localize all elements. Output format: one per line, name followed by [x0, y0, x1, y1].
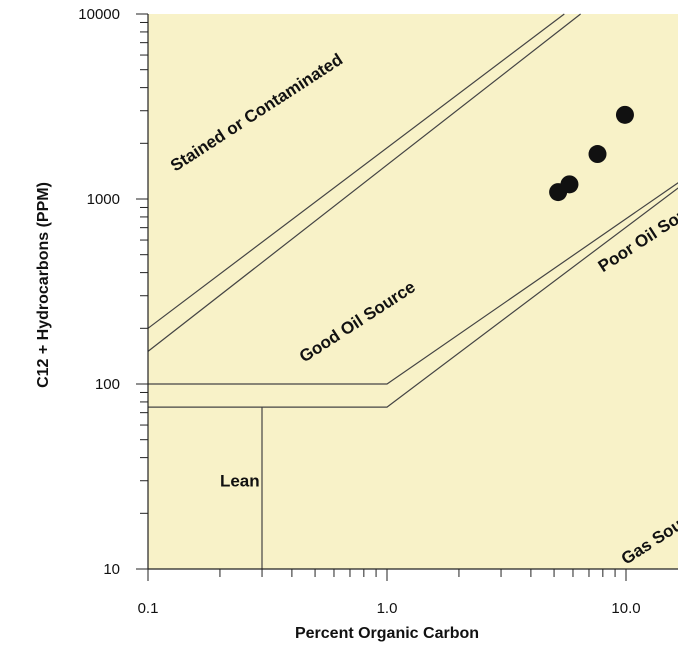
y-tick-label: 10 [103, 561, 120, 578]
y-axis-label: C12 + Hydrocarbons (PPM) [35, 182, 52, 388]
region-label-lean: Lean [220, 471, 260, 490]
data-points [549, 105, 634, 202]
data-point [615, 105, 634, 124]
boundary-stained-lower [147, 13, 581, 352]
data-point [588, 145, 607, 164]
axes: 0.1 1.0 10.0 10 100 1000 10000 [78, 6, 678, 617]
y-tick-label: 10000 [78, 6, 120, 23]
x-tick-label: 0.1 [138, 600, 159, 617]
plot-background [148, 14, 678, 569]
y-tick-label: 1000 [87, 191, 120, 208]
boundary-lines [147, 13, 678, 569]
x-tick-label: 1.0 [377, 600, 398, 617]
data-point [560, 175, 579, 194]
boundary-good-lower [148, 187, 678, 408]
y-tick-label: 100 [95, 376, 120, 393]
x-tick-label: 10.0 [611, 600, 640, 617]
boundary-stained-upper [147, 13, 565, 329]
x-axis-label: Percent Organic Carbon [295, 625, 479, 642]
boundary-good-upper [148, 182, 678, 385]
